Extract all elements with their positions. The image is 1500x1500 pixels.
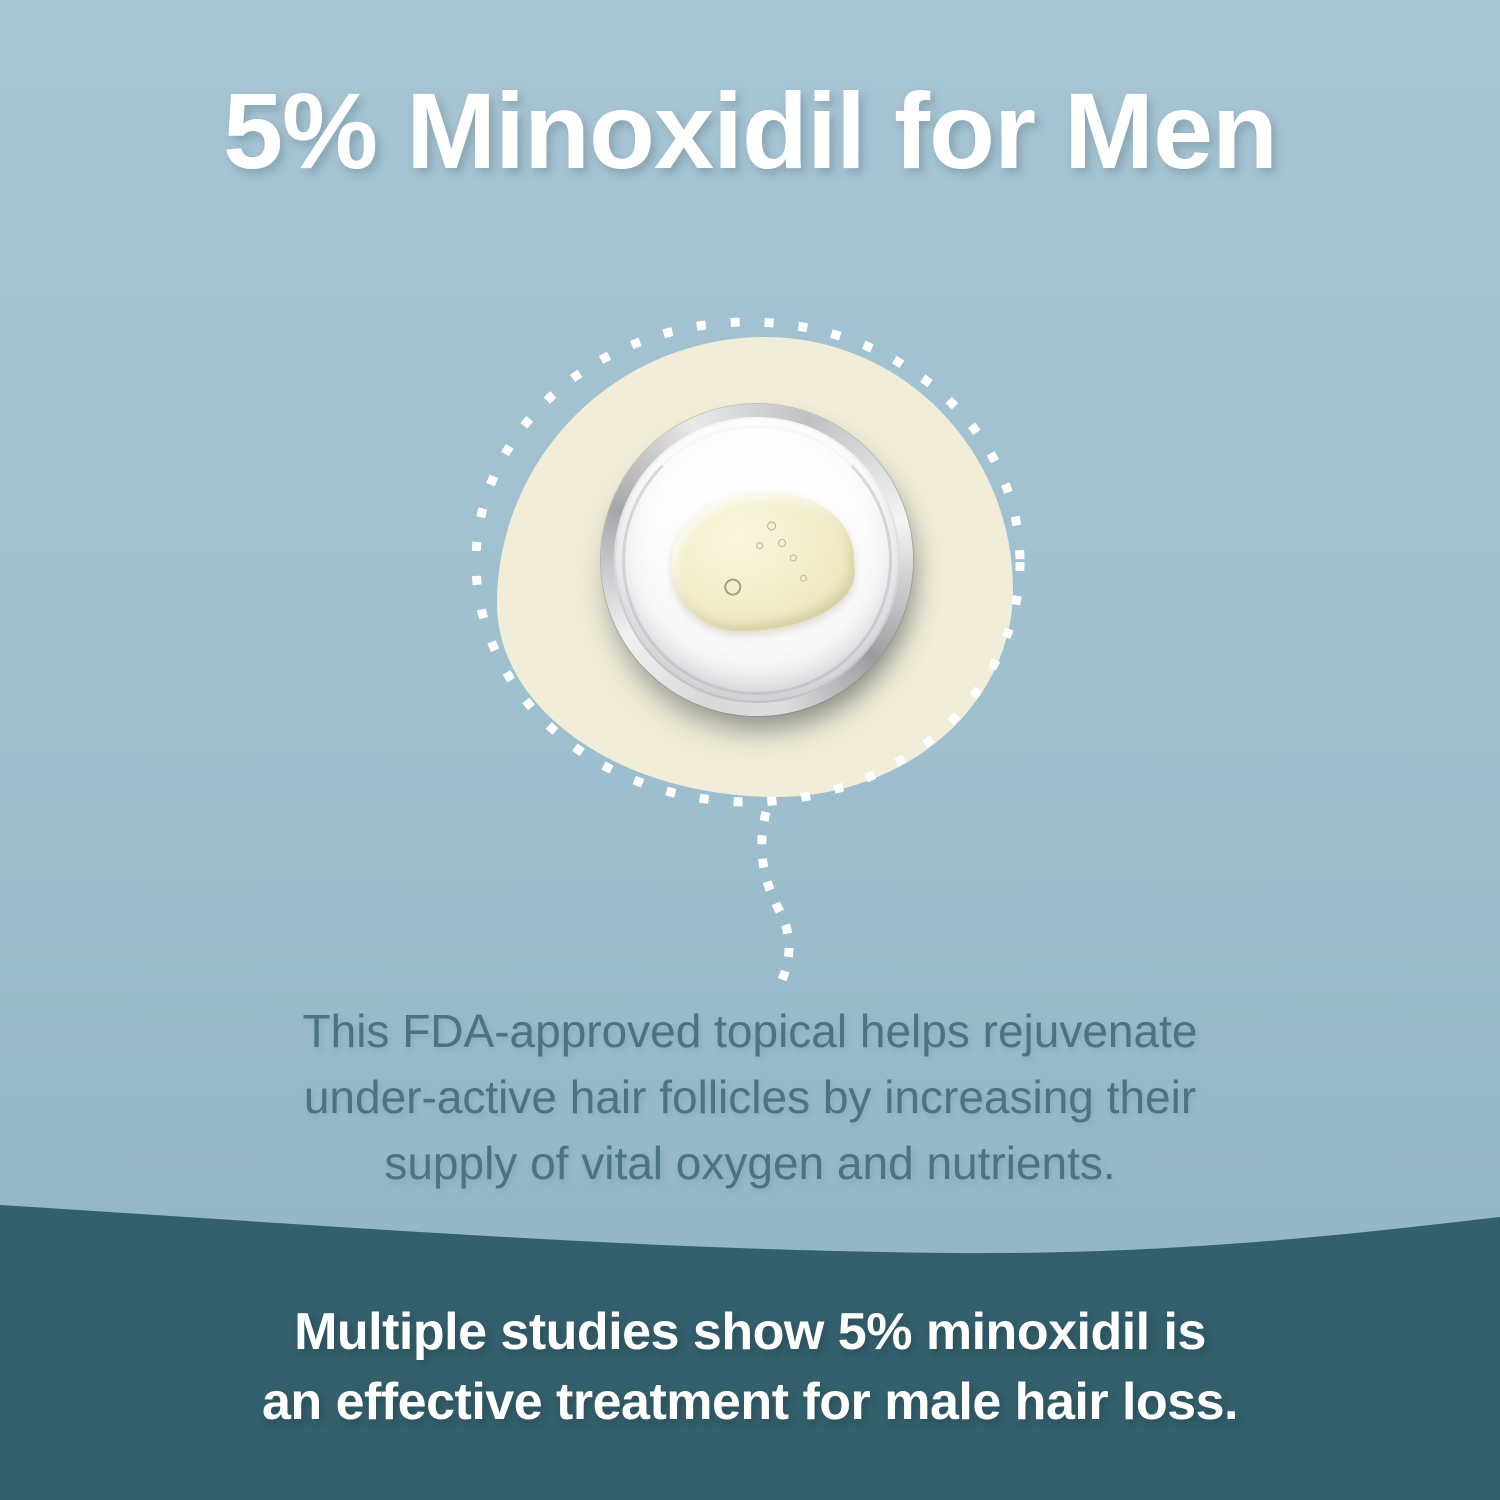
curved-band-background: [0, 1205, 1500, 1500]
gel-bubble: [777, 538, 787, 548]
banner-line: Multiple studies show 5% minoxidil is: [294, 1303, 1206, 1361]
description-line: supply of vital oxygen and nutrients.: [384, 1137, 1116, 1189]
petri-dish-interior: [614, 417, 900, 703]
description-line: under-active hair follicles by increasin…: [303, 1071, 1197, 1123]
headline: 5% Minoxidil for Men: [222, 70, 1278, 191]
gel-bubble: [755, 541, 764, 550]
gel-bubble: [766, 521, 777, 531]
banner-line: an effective treatment for male hair los…: [261, 1373, 1239, 1431]
description-line: This FDA-approved topical helps rejuvena…: [302, 1005, 1198, 1057]
gel-bubble: [723, 578, 742, 597]
description-text: This FDA-approved topical helps rejuvena…: [0, 998, 1500, 1196]
gel-bubble: [799, 574, 808, 583]
dotted-trail: [757, 810, 794, 982]
minoxidil-gel-droplet: [667, 488, 858, 635]
gel-bubble: [789, 554, 798, 562]
study-claim-text: Multiple studies show 5% minoxidil is an…: [0, 1297, 1500, 1437]
petri-dish-photo: [601, 404, 913, 716]
